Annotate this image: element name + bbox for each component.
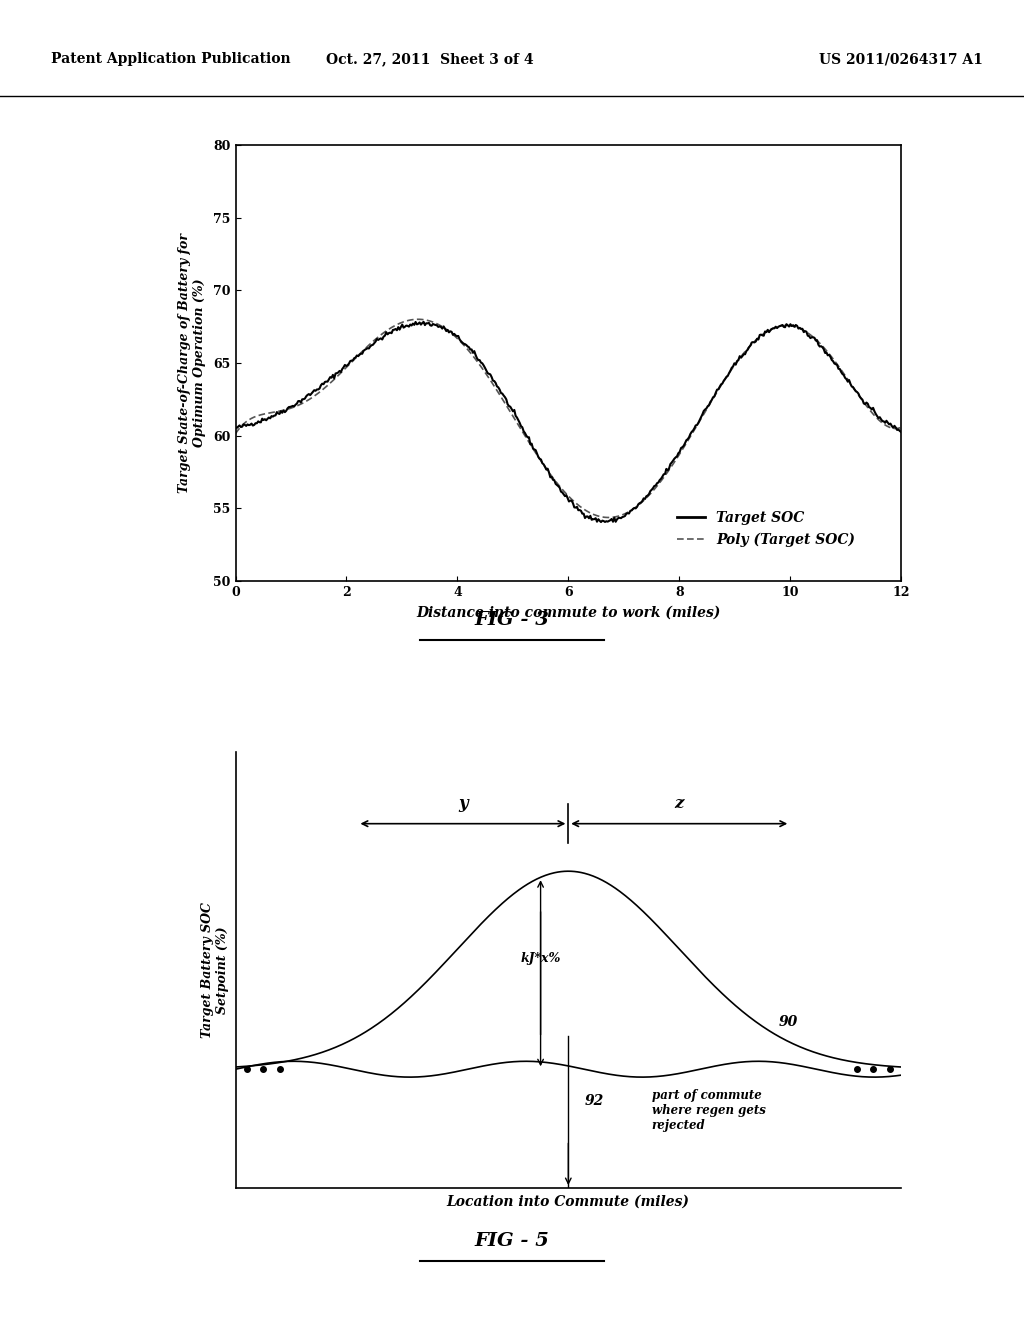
Text: y: y: [458, 795, 468, 812]
Text: FIG - 3: FIG - 3: [474, 611, 550, 630]
Text: Patent Application Publication: Patent Application Publication: [51, 53, 291, 66]
Text: 90: 90: [779, 1015, 799, 1030]
Text: FIG - 5: FIG - 5: [474, 1232, 550, 1250]
Text: part of commute
where regen gets
rejected: part of commute where regen gets rejecte…: [651, 1089, 765, 1131]
Text: US 2011/0264317 A1: US 2011/0264317 A1: [819, 53, 983, 66]
Legend: Target SOC, Poly (Target SOC): Target SOC, Poly (Target SOC): [672, 506, 861, 552]
Text: z: z: [675, 795, 684, 812]
X-axis label: Distance into commute to work (miles): Distance into commute to work (miles): [416, 606, 721, 619]
Y-axis label: Target Battery SOC
Setpoint (%): Target Battery SOC Setpoint (%): [201, 902, 228, 1039]
X-axis label: Location into Commute (miles): Location into Commute (miles): [446, 1195, 690, 1209]
Text: kJ*x%: kJ*x%: [520, 952, 561, 965]
Text: Oct. 27, 2011  Sheet 3 of 4: Oct. 27, 2011 Sheet 3 of 4: [327, 53, 534, 66]
Text: 92: 92: [585, 1094, 604, 1107]
Y-axis label: Target State-of-Charge of Battery for
Optimum Operation (%): Target State-of-Charge of Battery for Op…: [178, 234, 206, 492]
